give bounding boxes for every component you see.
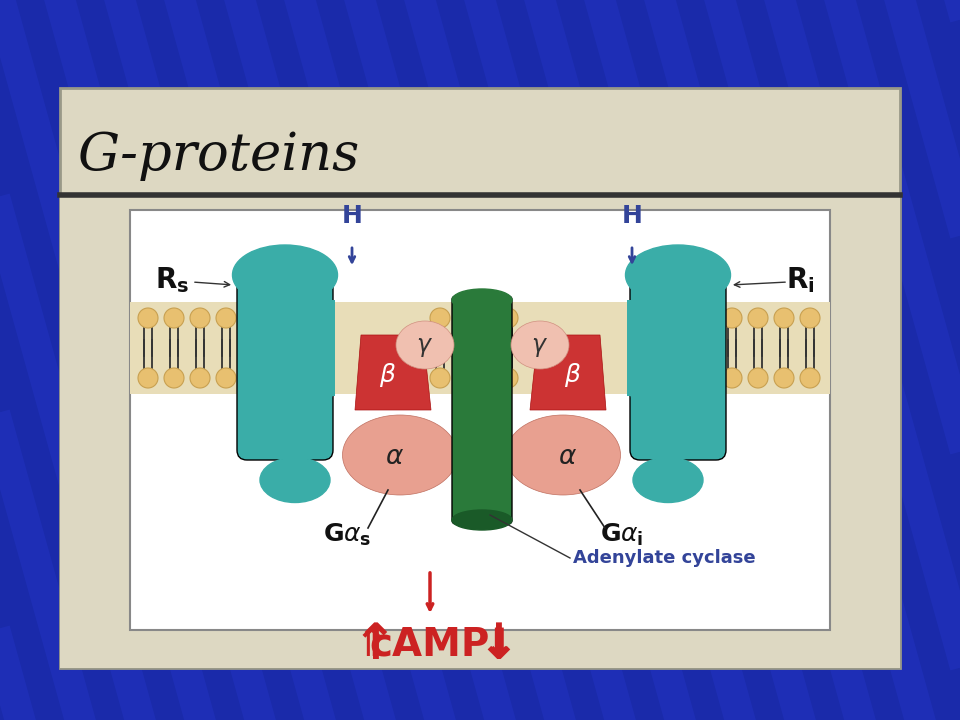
Ellipse shape bbox=[452, 289, 512, 311]
Text: $\gamma$: $\gamma$ bbox=[417, 335, 434, 359]
FancyBboxPatch shape bbox=[60, 195, 900, 668]
Circle shape bbox=[748, 368, 768, 388]
Ellipse shape bbox=[260, 457, 330, 503]
Circle shape bbox=[190, 368, 210, 388]
Text: $\gamma$: $\gamma$ bbox=[532, 335, 548, 359]
Circle shape bbox=[138, 368, 158, 388]
FancyBboxPatch shape bbox=[60, 88, 900, 668]
Circle shape bbox=[498, 368, 518, 388]
Text: $\beta$: $\beta$ bbox=[564, 361, 582, 389]
Text: $\mathbf{R_i}$: $\mathbf{R_i}$ bbox=[785, 265, 814, 295]
Text: $\alpha$: $\alpha$ bbox=[559, 444, 578, 470]
FancyBboxPatch shape bbox=[630, 270, 726, 460]
Ellipse shape bbox=[232, 245, 338, 305]
Circle shape bbox=[722, 368, 742, 388]
Text: $\mathbf{R_s}$: $\mathbf{R_s}$ bbox=[155, 265, 189, 295]
Text: ⇓: ⇓ bbox=[483, 626, 516, 664]
FancyBboxPatch shape bbox=[130, 302, 830, 394]
Ellipse shape bbox=[506, 415, 620, 495]
Circle shape bbox=[748, 308, 768, 328]
Text: cAMP: cAMP bbox=[370, 626, 491, 664]
FancyBboxPatch shape bbox=[452, 296, 512, 524]
Circle shape bbox=[164, 368, 184, 388]
Text: $\mathbf{G}\alpha_\mathbf{s}$: $\mathbf{G}\alpha_\mathbf{s}$ bbox=[323, 522, 372, 548]
Circle shape bbox=[774, 308, 794, 328]
FancyBboxPatch shape bbox=[250, 300, 335, 396]
Text: H: H bbox=[621, 204, 642, 228]
FancyBboxPatch shape bbox=[627, 300, 712, 396]
Ellipse shape bbox=[452, 510, 512, 530]
Circle shape bbox=[216, 368, 236, 388]
Circle shape bbox=[138, 308, 158, 328]
Text: G-proteins: G-proteins bbox=[78, 130, 360, 181]
Polygon shape bbox=[530, 335, 606, 410]
Text: $\beta$: $\beta$ bbox=[379, 361, 396, 389]
Circle shape bbox=[164, 308, 184, 328]
Polygon shape bbox=[355, 335, 431, 410]
Text: $\mathbf{G}\alpha_\mathbf{i}$: $\mathbf{G}\alpha_\mathbf{i}$ bbox=[600, 522, 644, 548]
Circle shape bbox=[498, 308, 518, 328]
Ellipse shape bbox=[511, 321, 569, 369]
FancyBboxPatch shape bbox=[458, 300, 508, 396]
Ellipse shape bbox=[629, 350, 657, 410]
Ellipse shape bbox=[633, 457, 703, 503]
Ellipse shape bbox=[626, 245, 731, 305]
Circle shape bbox=[430, 308, 450, 328]
Text: ↑: ↑ bbox=[354, 621, 396, 669]
Circle shape bbox=[800, 308, 820, 328]
Ellipse shape bbox=[396, 321, 454, 369]
Circle shape bbox=[800, 368, 820, 388]
Circle shape bbox=[774, 368, 794, 388]
Ellipse shape bbox=[343, 415, 458, 495]
Circle shape bbox=[216, 308, 236, 328]
Circle shape bbox=[722, 308, 742, 328]
FancyBboxPatch shape bbox=[130, 210, 830, 630]
Text: ⇑: ⇑ bbox=[354, 626, 387, 664]
Text: $\alpha$: $\alpha$ bbox=[386, 444, 404, 470]
Text: Adenylate cyclase: Adenylate cyclase bbox=[573, 549, 756, 567]
Circle shape bbox=[190, 308, 210, 328]
Text: H: H bbox=[342, 204, 363, 228]
Text: ↓: ↓ bbox=[477, 621, 519, 669]
Circle shape bbox=[430, 368, 450, 388]
FancyBboxPatch shape bbox=[237, 270, 333, 460]
Ellipse shape bbox=[306, 350, 334, 410]
